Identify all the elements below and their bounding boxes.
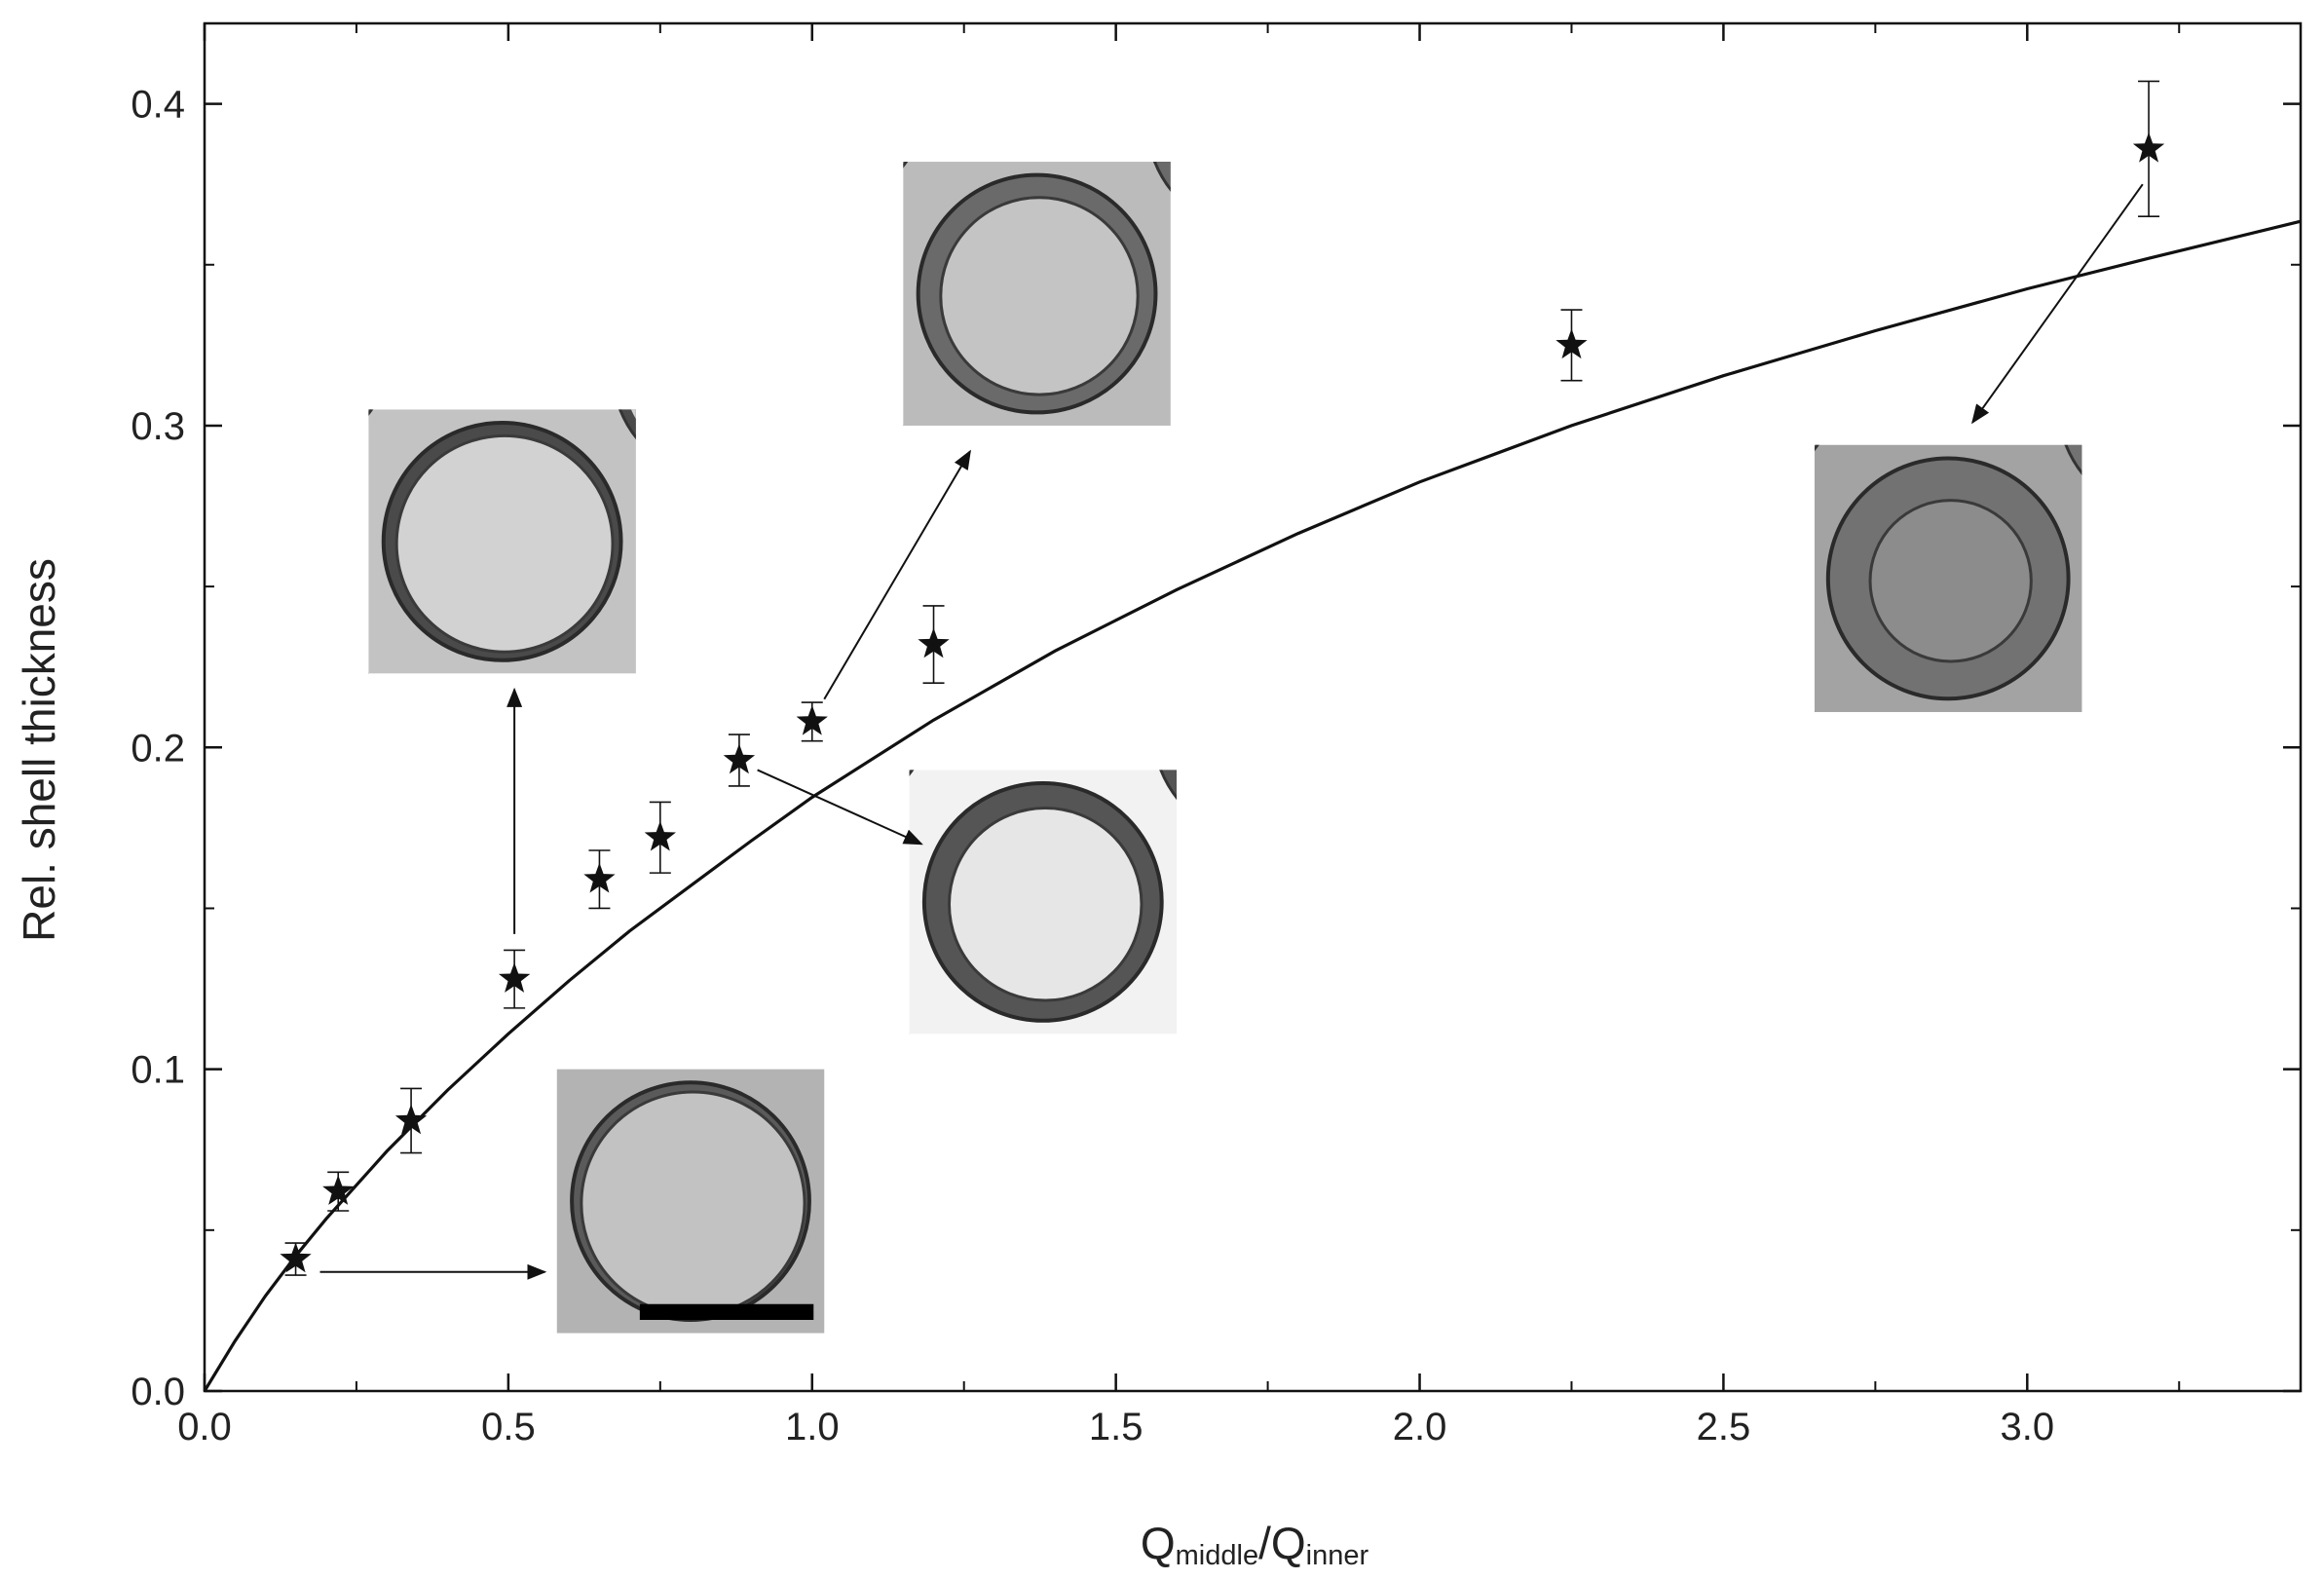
inset-images — [177, 3, 2268, 1334]
data-point-star — [723, 743, 756, 774]
neighbour-droplet — [1152, 162, 1171, 192]
neighbour-droplet-core — [1666, 726, 1818, 879]
micrograph-shell-1.0 — [721, 3, 1355, 634]
data-points — [280, 132, 2165, 1273]
y-tick-label: 0.0 — [131, 1371, 185, 1413]
droplet-core — [947, 807, 1143, 1002]
scale-bar — [639, 1303, 814, 1320]
plot-frame — [203, 21, 2303, 1393]
annotation-arrow — [823, 449, 971, 700]
neighbour-droplet-core — [2095, 326, 2248, 479]
x-axis-title-sub2: inner — [1306, 1540, 1369, 1571]
data-point-star — [394, 1104, 428, 1135]
fit-curve-group — [203, 219, 2302, 1392]
neighbour-droplet-core — [1648, 302, 1801, 455]
x-tick-label: 1.5 — [1089, 1406, 1143, 1448]
fit-curve — [203, 219, 2302, 1392]
y-tick-label: 0.2 — [131, 727, 185, 770]
x-axis-title-sep: /Q — [1258, 1518, 1306, 1568]
neighbour-droplet — [368, 673, 369, 674]
inset-content — [177, 242, 820, 882]
neighbour-droplet-core — [1166, 26, 1353, 213]
x-tick-label: 1.0 — [785, 1406, 840, 1448]
data-point-star — [322, 1175, 355, 1205]
y-tick-label: 0.1 — [131, 1049, 185, 1092]
data-point-star — [644, 820, 676, 851]
x-tick-label: 2.0 — [1393, 1406, 1447, 1448]
annotation-arrow — [757, 769, 923, 846]
neighbour-droplet — [594, 656, 820, 882]
axes — [203, 21, 2303, 1393]
micrograph-shell-3.2 — [1648, 302, 2268, 922]
tick-labels: 0.0 0.5 1.0 1.5 2.0 2.5 3.0 0.0 0.1 0.2 0.3 0.4 — [131, 84, 2054, 1448]
data-point-star — [918, 627, 950, 658]
neighbour-droplet — [618, 409, 636, 440]
x-tick-label: 0.0 — [177, 1406, 232, 1448]
neighbour-droplet-core — [195, 659, 400, 865]
neighbour-droplet — [2040, 694, 2268, 922]
inset-content — [570, 1080, 811, 1322]
neighbour-droplet-core — [1175, 637, 1358, 820]
neighbour-droplet-core — [177, 242, 383, 447]
neighbour-droplet — [1814, 444, 1819, 452]
x-tick-label: 0.5 — [481, 1406, 536, 1448]
neighbour-droplet-core — [605, 665, 810, 871]
neighbour-droplet — [1135, 1016, 1361, 1242]
annotation-arrows — [319, 183, 2144, 1280]
droplet-core — [1868, 499, 2033, 663]
droplet-core — [394, 433, 615, 654]
y-tick-label: 0.4 — [131, 84, 185, 127]
data-point-star — [2132, 132, 2165, 163]
neighbour-droplet-core — [1156, 1037, 1339, 1221]
y-axis-title: Rel. shell thickness — [14, 558, 64, 942]
data-point-star — [1556, 328, 1588, 359]
data-point-star — [583, 862, 616, 893]
x-axis-title-sub: middle — [1176, 1540, 1258, 1571]
droplet-core — [939, 196, 1140, 396]
neighbour-droplet-core — [738, 421, 925, 608]
inset-content — [1648, 302, 2268, 922]
neighbour-droplet — [903, 425, 904, 426]
micrograph-shell-0.5 — [177, 242, 820, 882]
x-tick-label: 2.5 — [1697, 1406, 1751, 1448]
neighbour-droplet-core — [729, 614, 912, 797]
neighbour-droplet — [1159, 770, 1178, 801]
annotation-arrow — [1971, 183, 2144, 425]
x-axis-title-main: Q — [1141, 1518, 1176, 1568]
neighbour-droplet — [909, 770, 915, 776]
neighbour-droplet-core — [630, 409, 636, 420]
neighbour-droplet — [368, 409, 374, 416]
neighbour-droplet-core — [2078, 732, 2230, 884]
neighbour-droplet — [1129, 408, 1355, 634]
neighbour-droplet-core — [721, 3, 908, 190]
neighbour-droplet — [1814, 711, 1816, 712]
data-point-star — [280, 1242, 312, 1273]
inset-content — [721, 3, 1355, 634]
micrograph-thin-shell — [556, 1069, 825, 1334]
inset-content — [729, 614, 1361, 1242]
droplet-core — [580, 1090, 806, 1317]
data-point-star — [499, 962, 531, 993]
micrograph-shell-0.88 — [729, 614, 1361, 1242]
data-point-star — [796, 704, 828, 735]
neighbour-droplet — [903, 162, 909, 169]
y-tick-label: 0.3 — [131, 405, 185, 448]
neighbour-droplet-core — [1148, 427, 1335, 614]
neighbour-droplet — [2064, 444, 2082, 475]
x-tick-label: 3.0 — [2000, 1406, 2054, 1448]
x-axis-title: Qmiddle/Qinner — [1141, 1518, 1369, 1571]
